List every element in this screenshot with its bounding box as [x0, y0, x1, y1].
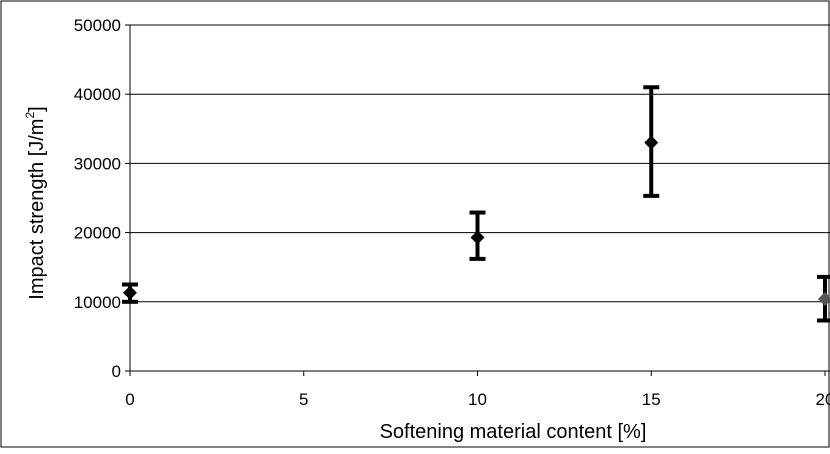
x-tick-label: 20	[816, 390, 830, 409]
y-axis-title: Impact strength [J/m2]	[23, 106, 48, 299]
x-tick-label: 0	[125, 390, 134, 409]
y-axis-tick-labels: 0 10000 20000 30000 40000 50000	[74, 16, 121, 381]
y-axis-title-main: Impact strength [J/m	[26, 119, 48, 300]
x-tick-label: 5	[299, 390, 308, 409]
y-tick-label: 10000	[74, 293, 121, 312]
gridlines	[130, 93, 830, 303]
y-tick-label: 0	[112, 362, 121, 381]
y-axis-title-superscript: 2	[23, 112, 37, 119]
data-points	[123, 135, 830, 307]
y-tick-label: 40000	[74, 85, 121, 104]
data-point-diamond	[818, 292, 830, 307]
y-tick-label: 50000	[74, 16, 121, 35]
data-point-diamond	[123, 285, 137, 300]
y-tick-label: 20000	[74, 224, 121, 243]
axis-ticks	[125, 24, 826, 376]
data-point-diamond	[470, 230, 485, 245]
x-axis-tick-labels: 0 5 10 15 20	[125, 390, 830, 409]
plot-area-frame	[129, 24, 830, 372]
x-tick-label: 15	[642, 390, 661, 409]
error-bars	[122, 85, 830, 323]
y-axis-title-end: ]	[26, 106, 48, 112]
x-tick-label: 10	[468, 390, 487, 409]
y-tick-label: 30000	[74, 154, 121, 173]
data-point-diamond	[644, 135, 659, 150]
x-axis-title: Softening material content [%]	[380, 421, 647, 443]
